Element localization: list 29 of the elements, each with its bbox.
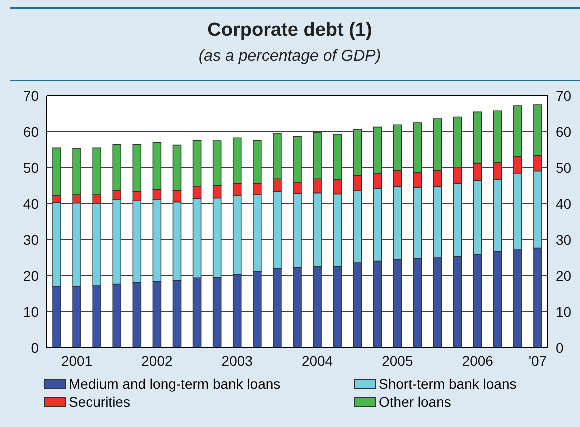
y-tick-label: 50 <box>23 160 40 176</box>
x-tick-label: 2002 <box>142 352 173 369</box>
legend-label: Securities <box>69 394 130 410</box>
y2-tick-label: 50 <box>556 160 572 176</box>
x-tick-label: 2003 <box>222 352 254 369</box>
y-tick-label: 60 <box>23 124 40 140</box>
y-tick-label: 0 <box>31 340 40 356</box>
y2-tick-label: 30 <box>556 232 572 248</box>
chart-subtitle: (as a percentage of GDP) <box>198 48 382 66</box>
y-tick-label: 70 <box>23 88 40 104</box>
y-tick-label: 20 <box>23 268 40 284</box>
y-tick-label: 10 <box>23 304 40 320</box>
x-tick-label: 2001 <box>61 352 93 369</box>
x-tick-label: '07 <box>528 352 548 369</box>
x-tick-label: 2005 <box>382 352 414 369</box>
x-tick-label: 2004 <box>302 352 334 369</box>
legend-label: Medium and long-term bank loans <box>69 376 281 392</box>
legend-label: Other loans <box>379 394 452 410</box>
y-tick-label: 40 <box>23 196 40 212</box>
x-tick-label: 2006 <box>462 352 494 369</box>
legend-label: Short-term bank loans <box>379 376 517 392</box>
y2-tick-label: 20 <box>556 268 572 284</box>
y2-tick-label: 60 <box>556 124 572 140</box>
chart-title: Corporate debt (1) <box>208 20 372 41</box>
y2-tick-label: 70 <box>556 88 572 104</box>
y2-tick-label: 0 <box>556 340 564 356</box>
y-tick-label: 30 <box>23 232 40 248</box>
y2-tick-label: 10 <box>556 304 572 320</box>
y2-tick-label: 40 <box>556 196 572 212</box>
